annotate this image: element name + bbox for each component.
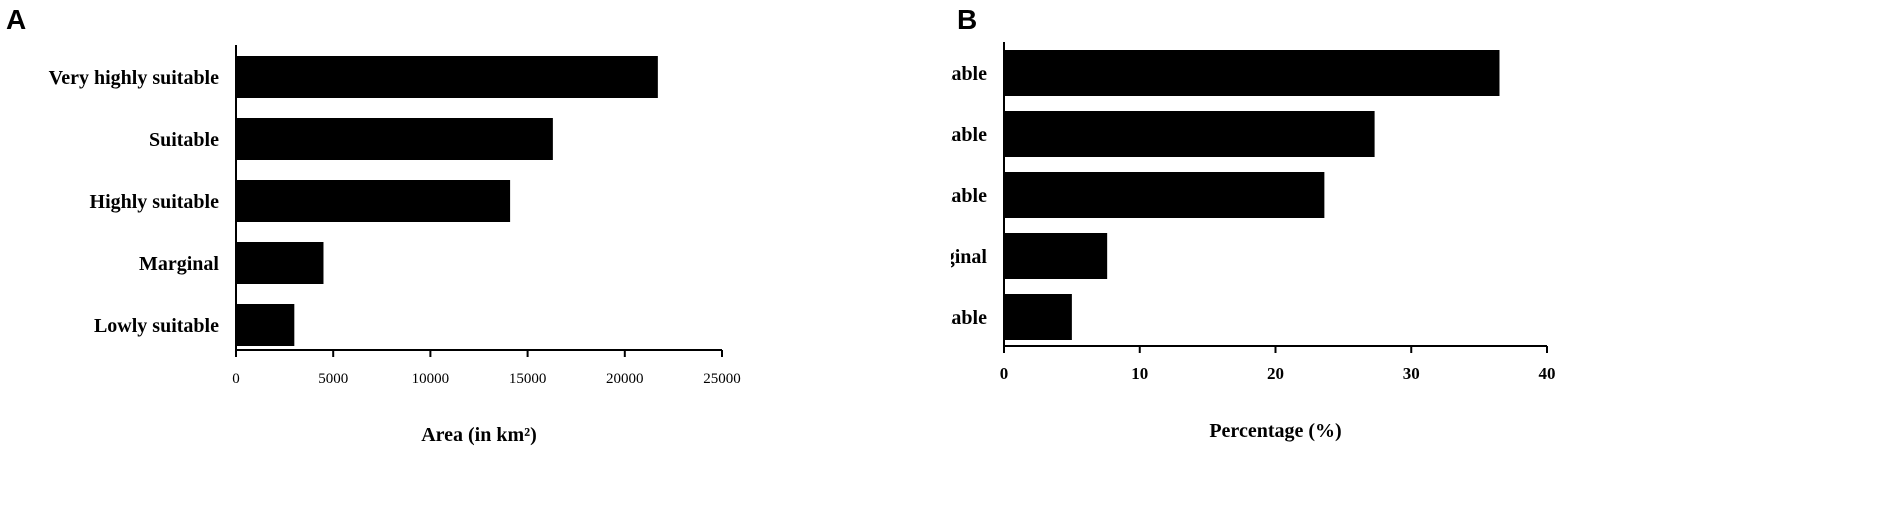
bar-marginal (236, 242, 324, 284)
x-tick-label: 40 (1539, 364, 1556, 383)
x-axis-title: Area (in km²) (421, 424, 537, 446)
bar-very-highly-suitable (1004, 50, 1500, 96)
x-tick-label: 10 (1131, 364, 1148, 383)
category-label: Very highly suitable (951, 63, 987, 85)
category-label: Suitable (951, 124, 987, 146)
x-tick-label: 15000 (509, 371, 547, 387)
bar-highly-suitable (236, 180, 511, 222)
bar-lowly-suitable (1004, 294, 1072, 340)
x-tick-label: 5000 (318, 371, 348, 387)
x-tick-label: 25000 (703, 371, 741, 387)
bar-highly-suitable (1004, 172, 1325, 218)
panel-letter-a: A (6, 4, 27, 35)
bar-suitable (236, 118, 553, 160)
bar-marginal (1004, 233, 1108, 279)
x-tick-label: 0 (232, 371, 240, 387)
category-label: Marginal (951, 246, 987, 268)
x-axis-title: Percentage (%) (1209, 420, 1341, 442)
x-tick-label: 0 (1000, 364, 1009, 383)
category-label: Lowly suitable (951, 307, 987, 329)
category-label: Lowly suitable (94, 315, 219, 337)
chart-panel-a: A Very highly suitable Suitable Highly sui… (0, 0, 951, 523)
x-tick-label: 20 (1267, 364, 1284, 383)
bar-chart-b: Very highly suitable Suitable Highly suita… (817, 42, 1556, 442)
bar-very-highly-suitable (236, 56, 658, 98)
category-label: Highly suitable (951, 185, 987, 207)
chart-panel-b: B Very highly suitable Suitable Highly sui… (817, 0, 1902, 523)
category-label: Highly suitable (90, 191, 220, 213)
bar-chart-a: Very highly suitable Suitable Highly suita… (49, 45, 741, 446)
category-label: Marginal (139, 253, 219, 275)
category-label: Suitable (149, 129, 219, 151)
x-tick-label: 20000 (606, 371, 644, 387)
panel-letter-b: B (957, 4, 978, 35)
bar-suitable (1004, 111, 1375, 157)
x-tick-label: 30 (1403, 364, 1420, 383)
x-tick-label: 10000 (412, 371, 450, 387)
category-label: Very highly suitable (49, 67, 220, 89)
bar-lowly-suitable (236, 304, 295, 346)
